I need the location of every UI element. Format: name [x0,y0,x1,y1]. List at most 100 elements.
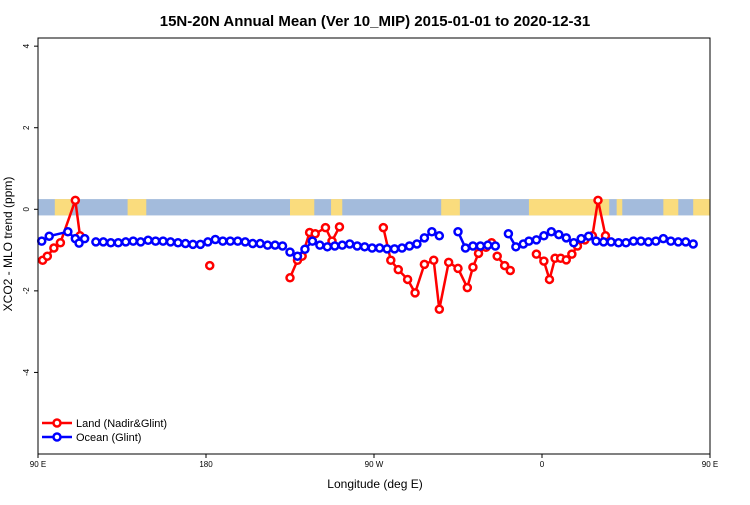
data-point [322,242,333,252]
data-point [583,231,594,241]
data-point [98,237,109,247]
data-point [310,229,320,239]
data-point [352,241,362,251]
data-point [544,274,555,285]
data-point [427,226,437,237]
data-point [606,237,616,247]
data-point [210,234,221,245]
land-band-segment [441,199,460,216]
data-point [475,241,486,251]
data-point [180,238,191,249]
data-point [434,231,445,241]
land-band-segment [528,199,610,216]
data-point [393,264,404,275]
data-point [490,241,501,251]
data-point [135,237,146,247]
data-point [567,249,577,259]
data-point [330,241,340,251]
x-tick-label: 180 [199,460,213,469]
data-point [359,242,370,252]
legend-label: Land (Nadir&Glint) [76,418,167,430]
data-point [262,240,273,250]
series-layer [36,195,698,314]
data-point [621,237,631,248]
data-point [120,237,131,247]
series-land [37,195,611,314]
data-point [554,229,564,240]
legend-label: Ocean (Glint) [76,432,141,444]
data-point [539,231,549,241]
series-ocean [36,226,698,261]
legend: Land (Nadir&Glint) Ocean (Glint) [42,418,167,444]
data-point [307,236,318,246]
data-point [651,236,661,246]
land-band-segment [54,199,72,216]
data-point [382,244,392,254]
data-point [285,273,295,283]
data-point [218,236,228,246]
data-point [315,240,325,250]
data-point [666,236,676,246]
data-point [531,249,542,259]
data-point [63,226,73,237]
data-point [591,236,601,246]
data-point [505,265,516,276]
data-point [106,237,116,248]
y-tick-label: -2 [22,287,31,295]
data-point [412,239,422,249]
data-point [443,257,454,268]
x-axis-label: Longitude (deg E) [327,477,422,491]
land-band-segment [127,199,147,216]
data-point [79,233,90,244]
y-tick-label: -4 [22,368,31,376]
y-axis-label: XCO2 - MLO trend (ppm) [1,177,15,312]
data-point [483,240,493,250]
land-sea-band [38,199,710,216]
data-point [397,243,407,253]
data-point [91,237,101,247]
data-point [337,240,348,250]
data-point [386,255,396,266]
data-point [468,241,478,251]
land-band-segment [290,199,315,216]
x-tick-label: 90 W [365,460,384,469]
data-point [188,239,198,250]
data-point [613,237,624,248]
data-point [367,243,377,253]
data-point [402,274,413,285]
data-point [453,226,463,237]
data-point [434,304,445,314]
data-point [503,229,514,239]
data-point [593,195,603,206]
land-band-segment [616,199,623,216]
data-point [462,282,473,293]
data-point [195,239,206,250]
data-point [410,288,420,298]
data-point [561,255,572,265]
x-tick-label: 90 E [702,460,718,469]
chart-title: 15N-20N Annual Mean (Ver 10_MIP) 2015-01… [160,13,590,30]
data-point [158,236,168,246]
data-point [680,237,691,247]
data-point [531,235,542,245]
data-point [49,243,59,253]
data-point [468,262,478,272]
land-band-segment [663,199,679,216]
data-point [320,222,331,233]
data-point [203,237,213,247]
data-point [419,259,430,270]
data-point [225,236,236,246]
data-point [378,222,389,233]
data-point [128,236,138,246]
data-point [150,236,161,246]
y-tick-label: 4 [22,43,31,48]
x-tick-label: 0 [540,460,545,469]
data-point [568,237,579,248]
data-point [143,235,153,246]
data-point [636,236,646,246]
data-point [511,242,521,252]
data-point [598,237,609,247]
data-point [419,233,430,243]
data-point [36,236,47,246]
